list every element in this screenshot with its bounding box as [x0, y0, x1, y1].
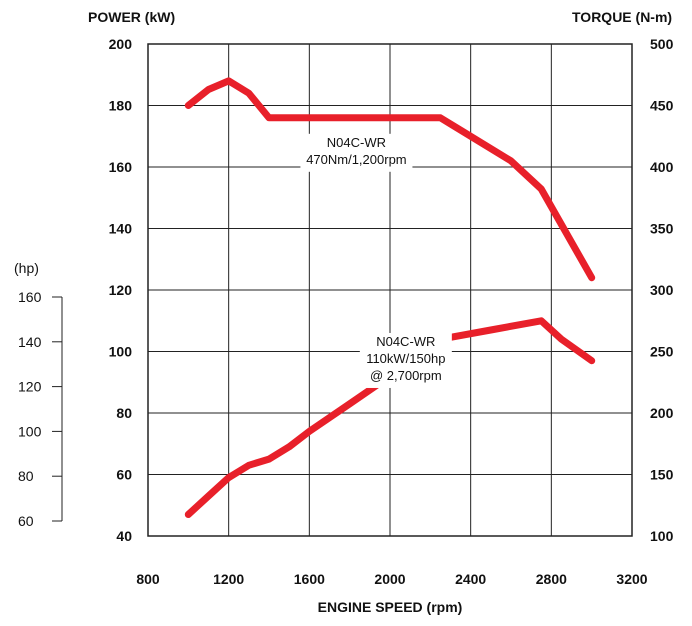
annotation-text: N04C-WR: [327, 135, 386, 150]
hp-tick-label: 80: [18, 468, 34, 484]
y-tick-label-power: 200: [109, 36, 133, 52]
y-tick-label-torque: 350: [650, 221, 674, 237]
torque-curve: [184, 77, 596, 282]
series-lines: [184, 77, 596, 518]
y-tick-label-power: 120: [109, 282, 133, 298]
x-tick-label: 2800: [536, 571, 567, 587]
left-axis-title: POWER (kW): [88, 9, 175, 25]
power-curve: [184, 317, 596, 518]
y-tick-label-torque: 150: [650, 467, 674, 483]
hp-tick-label: 160: [18, 289, 42, 305]
hp-tick-label: 140: [18, 334, 42, 350]
annotation-text: 110kW/150hp: [366, 351, 445, 366]
x-tick-label: 1200: [213, 571, 244, 587]
y-tick-label-power: 180: [109, 98, 133, 114]
y-tick-label-torque: 100: [650, 528, 674, 544]
x-tick-label: 3200: [616, 571, 647, 587]
y-tick-label-power: 80: [116, 405, 132, 421]
tick-labels: 800 1200 1600 2000 2400 2800 3200 40 60 80 100 120 1…: [109, 36, 674, 587]
x-tick-label: 1600: [294, 571, 325, 587]
y-tick-label-torque: 250: [650, 344, 674, 360]
x-tick-label: 800: [136, 571, 160, 587]
hp-tick-label: 100: [18, 423, 42, 439]
plot-frame: [147, 43, 633, 537]
x-axis-label: ENGINE SPEED (rpm): [318, 599, 463, 615]
annotation-bg: [300, 133, 413, 172]
hp-axis: 160 140 120 100 80 60: [18, 289, 63, 529]
annotation-text: @ 2,700rpm: [370, 368, 442, 383]
y-tick-label-torque: 400: [650, 159, 674, 175]
annotations: N04C-WR 470Nm/1,200rpm N04C-WR 110kW/150hp @…: [300, 133, 452, 388]
y-tick-label-torque: 450: [650, 98, 674, 114]
y-tick-label-power: 40: [116, 528, 132, 544]
y-tick-label-torque: 500: [650, 36, 674, 52]
annotation-text: N04C-WR: [376, 334, 435, 349]
x-tick-label: 2000: [374, 571, 405, 587]
x-tick-label: 2400: [455, 571, 486, 587]
y-tick-label-power: 100: [109, 344, 133, 360]
y-tick-label-torque: 200: [650, 405, 674, 421]
y-tick-label-power: 140: [109, 221, 133, 237]
hp-tick-label: 60: [18, 513, 34, 529]
hp-axis-title: (hp): [14, 260, 39, 276]
annotation-bg: [359, 332, 452, 388]
hp-tick-label: 120: [18, 379, 42, 395]
annotation-text: 470Nm/1,200rpm: [306, 152, 406, 167]
y-tick-label-power: 60: [116, 467, 132, 483]
y-tick-label-power: 160: [109, 159, 133, 175]
y-tick-label-torque: 300: [650, 282, 674, 298]
right-axis-title: TORQUE (N-m): [572, 9, 672, 25]
